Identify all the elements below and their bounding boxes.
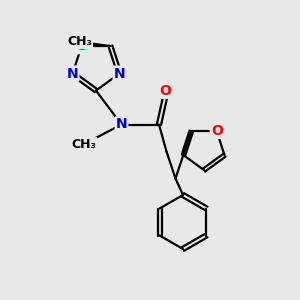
Text: CH₃: CH₃ [67,35,92,48]
Text: N: N [67,67,78,81]
Text: O: O [159,84,171,98]
Text: N: N [114,67,125,81]
Text: CH₃: CH₃ [71,138,97,151]
Text: O: O [76,39,88,53]
Text: N: N [116,118,127,131]
Text: O: O [211,124,223,138]
